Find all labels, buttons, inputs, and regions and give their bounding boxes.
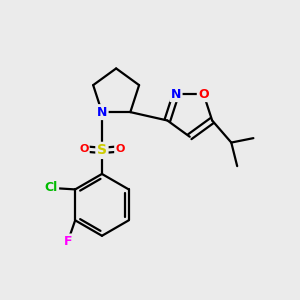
Text: O: O [198,88,209,100]
Text: O: O [116,144,125,154]
Text: O: O [79,144,88,154]
Text: S: S [97,143,107,158]
Text: N: N [97,106,107,118]
Text: F: F [64,235,72,248]
Text: N: N [171,88,181,100]
Text: Cl: Cl [44,182,58,194]
